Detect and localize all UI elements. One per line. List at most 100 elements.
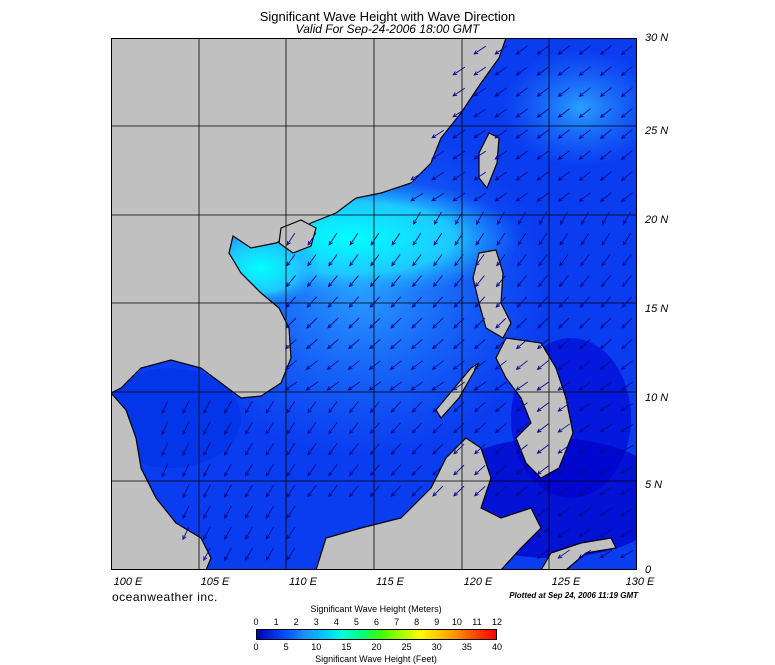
wave-arrow-head <box>557 344 563 350</box>
wave-arrow-head <box>557 470 563 475</box>
wave-arrow-head <box>161 430 166 436</box>
wave-arrow-head <box>432 429 437 434</box>
wave-arrow-head <box>599 176 605 182</box>
wave-arrow <box>537 465 549 475</box>
wave-arrow-head <box>515 365 521 370</box>
wave-arrow <box>495 423 507 433</box>
wave-arrow <box>600 317 612 329</box>
wave-arrow <box>245 526 253 540</box>
wave-arrow-head <box>203 535 208 541</box>
map-title: Significant Wave Height with Wave Direct… <box>259 9 516 24</box>
wave-arrow-head <box>578 533 584 538</box>
wave-arrow <box>245 547 253 561</box>
wave-arrow-head <box>599 113 605 119</box>
wave-arrow <box>349 254 359 266</box>
wave-arrow-head <box>431 155 437 160</box>
wave-arrow-head <box>620 134 626 140</box>
colorbar-feet-title: Significant Wave Height (Feet) <box>315 654 437 664</box>
wave-arrow <box>621 171 633 181</box>
wave-arrow <box>537 402 549 412</box>
wave-arrow-head <box>244 409 250 414</box>
wave-arrow-head <box>494 428 500 434</box>
wave-arrow-head <box>224 451 229 457</box>
wave-arrow <box>285 317 297 329</box>
wave-arrow <box>599 402 613 412</box>
wave-arrow-head <box>244 493 250 498</box>
wave-arrow <box>495 360 507 370</box>
wave-arrow-head <box>348 323 353 329</box>
wave-arrow-head <box>285 303 291 308</box>
wave-arrow <box>578 549 592 559</box>
wave-arrow <box>601 275 611 287</box>
wave-arrow-head <box>620 71 626 77</box>
wave-arrow-head <box>453 282 459 288</box>
wave-arrow <box>161 421 169 435</box>
wave-arrow-head <box>284 365 290 370</box>
wave-arrow-head <box>536 470 542 475</box>
colorbar-tick: 1 <box>273 617 279 627</box>
wave-arrow-head <box>515 92 521 97</box>
wave-arrow-head <box>285 323 290 329</box>
wave-arrow-head <box>578 176 584 181</box>
wave-arrow-head <box>389 386 395 391</box>
wave-arrow-head <box>578 491 584 496</box>
wave-arrow <box>411 317 423 329</box>
wave-arrow-head <box>203 514 208 520</box>
wave-arrow <box>286 400 296 414</box>
wave-arrow-head <box>620 113 626 119</box>
wave-arrow-head <box>410 365 416 370</box>
wave-arrow-head <box>203 472 208 478</box>
colorbar-tick: 35 <box>461 642 472 652</box>
wave-arrow-head <box>411 492 417 497</box>
wave-arrow <box>224 463 232 477</box>
wave-arrow-head <box>328 450 333 456</box>
wave-arrow <box>245 484 253 498</box>
wave-arrow <box>558 66 570 76</box>
wave-arrow <box>579 296 591 308</box>
wave-arrow <box>432 443 444 455</box>
wave-arrow-head <box>559 220 565 225</box>
wave-arrow-head <box>305 386 311 391</box>
wave-arrow <box>284 381 298 391</box>
lon-label-100e: 100 E <box>113 576 143 588</box>
wave-arrow <box>496 254 506 266</box>
wave-arrow-head <box>286 471 291 477</box>
wave-arrow-head <box>390 471 396 477</box>
wave-arrow-head <box>328 471 333 477</box>
wave-arrow-head <box>224 472 229 478</box>
wave-arrow <box>410 171 424 181</box>
wave-arrow <box>599 381 613 391</box>
wave-arrow-head <box>536 386 542 391</box>
wave-arrow-head <box>431 386 437 391</box>
wave-arrow <box>581 211 589 225</box>
wave-arrow <box>245 421 253 435</box>
wave-arrow <box>474 485 486 497</box>
wave-arrow-head <box>475 261 480 267</box>
wave-arrow <box>494 45 508 55</box>
wave-arrow <box>578 381 592 391</box>
wave-arrow <box>453 360 465 370</box>
wave-arrow-head <box>389 344 395 350</box>
wave-arrow-head <box>536 365 542 370</box>
wave-arrow-head <box>411 408 417 413</box>
wave-arrow <box>326 381 340 391</box>
wave-arrow <box>265 442 275 456</box>
wave-arrow-head <box>286 534 291 540</box>
wave-arrow-head <box>494 344 500 350</box>
wave-arrow <box>348 339 360 349</box>
wave-arrow-head <box>244 535 250 540</box>
wave-arrow <box>412 275 422 287</box>
wave-arrow <box>538 275 548 287</box>
wave-arrow <box>265 400 275 414</box>
wave-arrow <box>516 45 528 55</box>
wave-arrow <box>328 254 338 266</box>
wave-arrow-head <box>411 429 417 434</box>
wave-arrow-head <box>307 492 312 498</box>
wave-arrow <box>538 232 548 246</box>
lat-label-5n: 5 N <box>645 479 663 491</box>
wave-arrow <box>452 87 466 97</box>
wave-arrow <box>391 422 401 434</box>
colorbar-tick: 15 <box>341 642 352 652</box>
wave-arrow-head <box>182 535 187 541</box>
wave-arrow <box>497 211 505 225</box>
